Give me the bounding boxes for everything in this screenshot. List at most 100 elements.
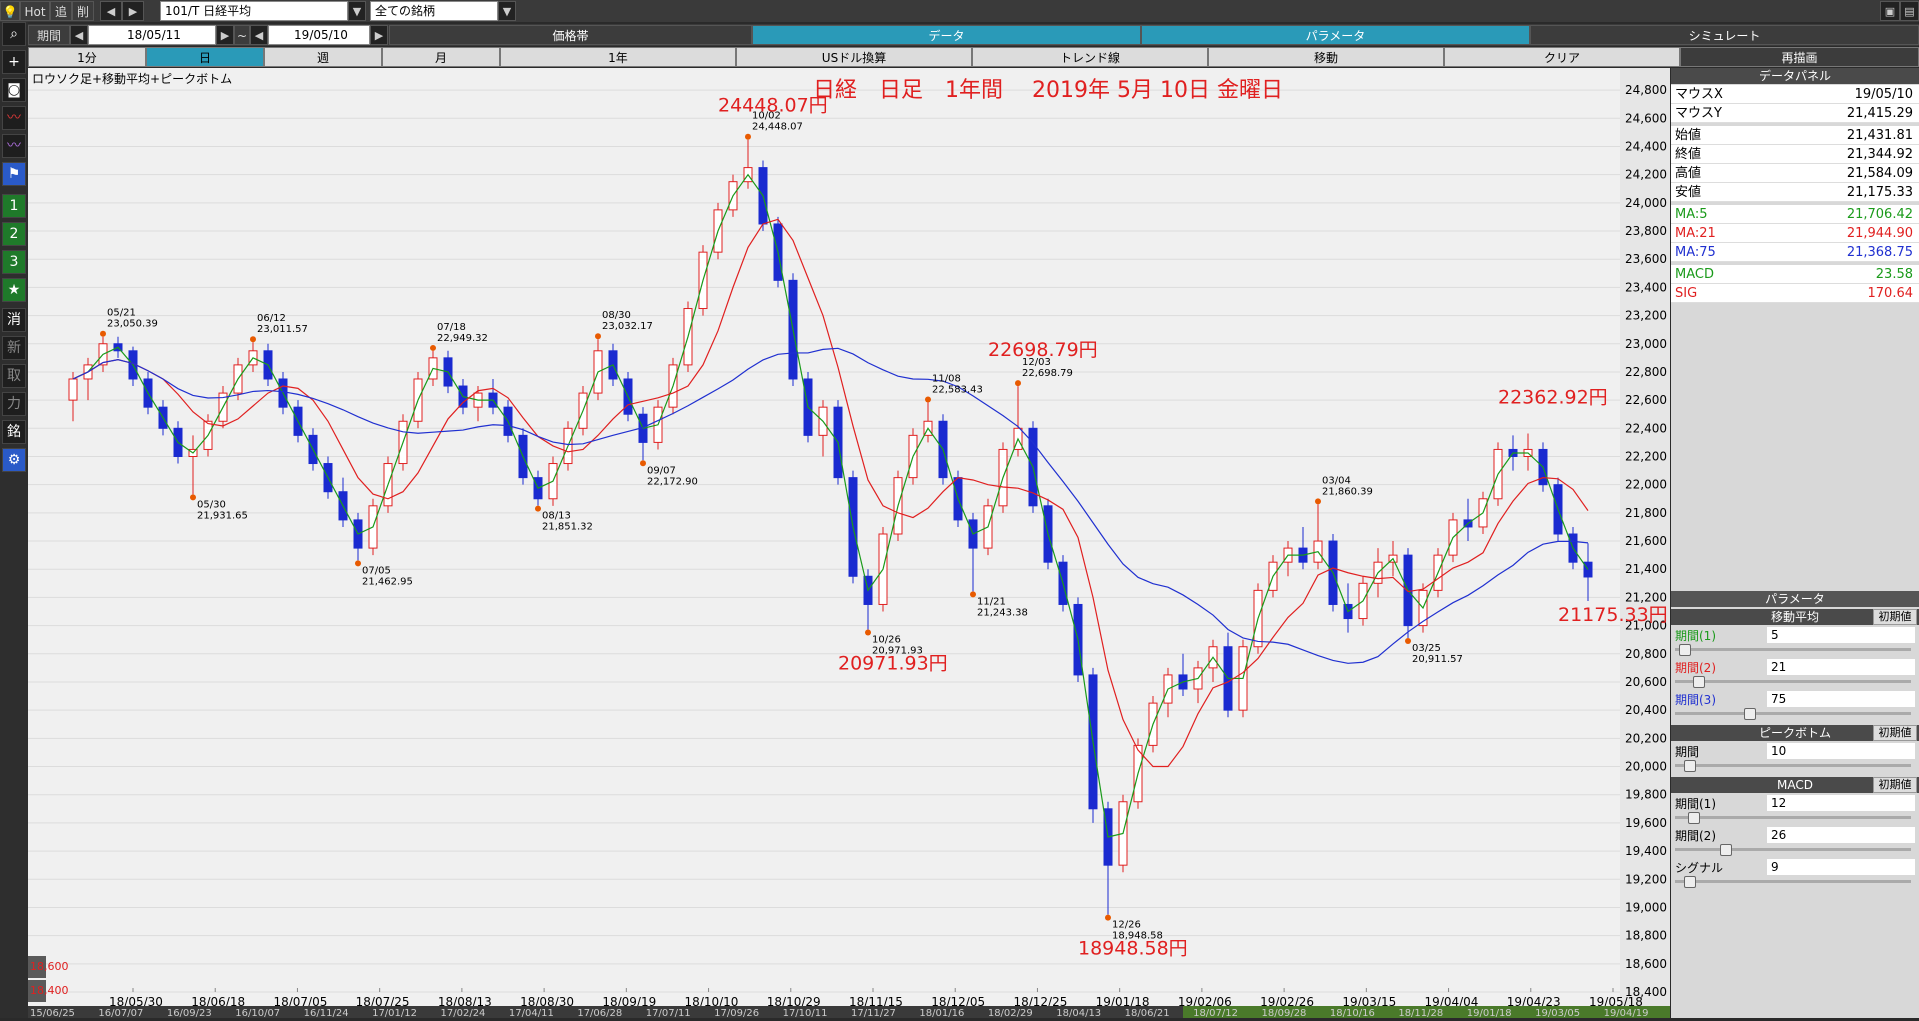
peak-date-label: 10/02: [752, 111, 781, 122]
indicator-icon[interactable]: 〰: [2, 134, 26, 158]
flag-icon[interactable]: ⚑: [2, 162, 26, 186]
preset-2-icon[interactable]: 2: [2, 222, 26, 246]
peak-bottom-marker: [745, 133, 751, 140]
param-slider-handle[interactable]: [1683, 760, 1696, 772]
param-slider-handle[interactable]: [1679, 644, 1692, 656]
param-slider-handle[interactable]: [1692, 676, 1705, 688]
candlestick-chart[interactable]: 24,800 24,600 24,400 24,200 24,000 23,800 23,6…: [28, 68, 1670, 1019]
crosshair-icon[interactable]: +: [2, 50, 26, 74]
minimize-icon[interactable]: ▣: [1880, 1, 1900, 21]
tab-data[interactable]: データ: [752, 25, 1141, 45]
peak-value-label: 23,011.57: [257, 324, 308, 335]
preset-1-icon[interactable]: 1: [2, 194, 26, 218]
data-panel-header: データパネル: [1671, 68, 1919, 84]
param-label: 期間(3): [1675, 693, 1716, 707]
param-slider-track[interactable]: [1675, 680, 1911, 683]
symbol-dropdown-icon[interactable]: ▼: [348, 1, 366, 21]
tab-move[interactable]: 移動: [1208, 47, 1444, 67]
param-value-input[interactable]: 75: [1767, 691, 1915, 707]
symbol-field[interactable]: 101/T 日経平均: [160, 1, 348, 21]
param-slider-track[interactable]: [1675, 648, 1911, 651]
tab-daily[interactable]: 日: [146, 47, 264, 67]
reset-button[interactable]: 初期値: [1873, 777, 1917, 793]
param-slider-track[interactable]: [1675, 764, 1911, 767]
period-to-prev-icon[interactable]: ◀: [250, 25, 268, 45]
power-icon[interactable]: 力: [2, 392, 26, 416]
name-icon[interactable]: 銘: [2, 420, 26, 444]
peak-value-label: 21,931.65: [197, 510, 248, 521]
lightbulb-icon[interactable]: 💡: [0, 1, 20, 21]
reset-button[interactable]: 初期値: [1873, 609, 1917, 625]
param-slider-handle[interactable]: [1744, 708, 1757, 720]
param-value-input[interactable]: 10: [1767, 743, 1915, 759]
period-to-next-icon[interactable]: ▶: [370, 25, 388, 45]
param-slider-track[interactable]: [1675, 712, 1911, 715]
y-tick-label: 22,400: [1625, 421, 1667, 435]
search-icon[interactable]: ⌕: [2, 22, 26, 46]
peak-bottom-marker: [355, 560, 361, 567]
tab-redraw[interactable]: 再描画: [1680, 47, 1919, 67]
camera-icon[interactable]: ◙: [2, 78, 26, 102]
scroll-tick-label: 16/11/24: [304, 1008, 349, 1018]
peak-date-label: 05/30: [197, 499, 226, 510]
param-value-input[interactable]: 9: [1767, 859, 1915, 875]
param-slider-track[interactable]: [1675, 816, 1911, 819]
tab-weekly[interactable]: 週: [264, 47, 382, 67]
param-slider-handle[interactable]: [1688, 812, 1701, 824]
data-panel-row: MA:75 21,368.75: [1671, 243, 1919, 262]
chart-legend: ロウソク足+移動平均+ピークボトム: [32, 72, 233, 86]
y-tick-label: 24,800: [1625, 83, 1667, 97]
peak-bottom-marker: [100, 330, 106, 337]
param-value-input[interactable]: 21: [1767, 659, 1915, 675]
tab-price-band[interactable]: 価格帯: [389, 25, 752, 45]
period-to-input[interactable]: 19/05/10: [268, 25, 370, 45]
trade-icon[interactable]: 取: [2, 364, 26, 388]
period-from-input[interactable]: 18/05/11: [88, 25, 216, 45]
hot-button[interactable]: Hot: [20, 1, 50, 21]
tab-clear[interactable]: クリア: [1444, 47, 1680, 67]
tab-1min[interactable]: 1分: [28, 47, 146, 67]
param-slider-handle[interactable]: [1719, 844, 1732, 856]
peak-value-label: 21,243.38: [977, 607, 1028, 618]
tab-trendline[interactable]: トレンド線: [972, 47, 1208, 67]
param-label: 期間(1): [1675, 797, 1716, 811]
scroll-tick-label: 15/06/25: [30, 1008, 75, 1018]
scroll-tick-label: 18/01/16: [919, 1008, 964, 1018]
period-from-next-icon[interactable]: ▶: [216, 25, 234, 45]
y-tick-label: 20,400: [1625, 703, 1667, 717]
tab-simulate[interactable]: シミュレート: [1530, 25, 1919, 45]
add-button[interactable]: 追: [50, 1, 72, 21]
new-icon[interactable]: 新: [2, 336, 26, 360]
data-panel-row: 高値 21,584.09: [1671, 164, 1919, 183]
tab-monthly[interactable]: 月: [382, 47, 500, 67]
param-value-input[interactable]: 26: [1767, 827, 1915, 843]
y-tick-label: 23,200: [1625, 309, 1667, 323]
line-chart-icon[interactable]: 〰: [2, 106, 26, 130]
gear-icon[interactable]: ⚙: [2, 448, 26, 472]
data-panel-key: MACD: [1675, 267, 1714, 282]
window-icon[interactable]: ▤: [1900, 1, 1919, 21]
erase-icon[interactable]: 消: [2, 308, 26, 332]
time-scroll-thumb: [1183, 1006, 1670, 1018]
next-symbol-button[interactable]: ▶: [122, 1, 144, 21]
reset-button[interactable]: 初期値: [1873, 725, 1917, 741]
param-value-input[interactable]: 12: [1767, 795, 1915, 811]
tab-parameters[interactable]: パラメータ: [1141, 25, 1530, 45]
param-slider-track[interactable]: [1675, 848, 1911, 851]
scroll-tick-label: 19/01/18: [1467, 1008, 1512, 1018]
tab-usd[interactable]: USドル換算: [736, 47, 972, 67]
param-value-input[interactable]: 5: [1767, 627, 1915, 643]
chart-area[interactable]: 24,800 24,600 24,400 24,200 24,000 23,800 23,6…: [28, 68, 1670, 1019]
star-icon[interactable]: ★: [2, 278, 26, 302]
preset-3-icon[interactable]: 3: [2, 250, 26, 274]
scroll-tick-label: 17/07/11: [646, 1008, 691, 1018]
prev-symbol-button[interactable]: ◀: [100, 1, 122, 21]
y-tick-label: 20,800: [1625, 647, 1667, 661]
delete-button[interactable]: 削: [72, 1, 94, 21]
universe-dropdown-icon[interactable]: ▼: [498, 1, 516, 21]
param-slider-handle[interactable]: [1683, 876, 1696, 888]
period-from-prev-icon[interactable]: ◀: [70, 25, 88, 45]
tab-1year[interactable]: 1年: [500, 47, 736, 67]
param-slider-track[interactable]: [1675, 880, 1911, 883]
universe-select[interactable]: 全ての銘柄: [370, 1, 498, 21]
